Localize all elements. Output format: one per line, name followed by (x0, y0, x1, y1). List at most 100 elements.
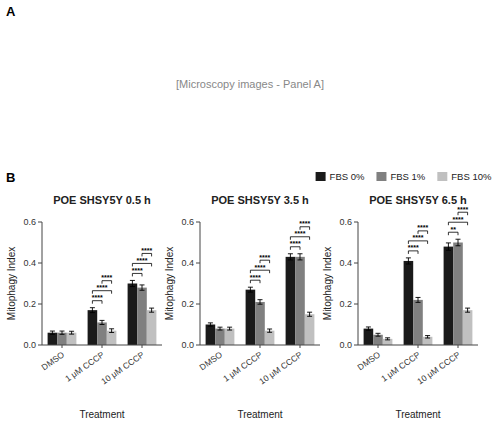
error-bar (366, 327, 371, 330)
y-tick-label: 0.2 (181, 299, 194, 309)
y-axis-label: Mitophagy Index (6, 247, 17, 320)
bar (147, 310, 157, 345)
significance-label: **** (92, 294, 103, 301)
y-tick (196, 263, 200, 264)
plot-area (48, 280, 157, 345)
legend-swatch (376, 172, 386, 181)
error-bar (258, 300, 263, 305)
bar (225, 329, 235, 345)
significance-label: **** (97, 284, 108, 291)
chart-title: POE SHSY5Y 0.5 h (53, 194, 151, 206)
y-tick-label: 0.0 (23, 340, 36, 350)
x-tick (300, 345, 301, 348)
error-bar (140, 285, 145, 290)
x-tick (418, 345, 419, 348)
y-tick (196, 304, 200, 305)
plot-area (206, 254, 315, 345)
significance-label: **** (457, 206, 468, 213)
y-tick (354, 263, 358, 264)
error-bar (446, 243, 451, 250)
x-tick (260, 345, 261, 348)
y-tick (38, 263, 42, 264)
error-bar (425, 336, 430, 338)
legend: FBS 0%FBS 1%FBS 10% (316, 171, 492, 182)
error-bar (90, 308, 95, 313)
significance-label: **** (299, 220, 310, 227)
y-axis-label: Mitophagy Index (322, 247, 333, 320)
bar (413, 300, 423, 345)
y-tick (38, 345, 42, 346)
y-tick-label: 0.4 (23, 258, 36, 268)
error-bar (149, 308, 154, 312)
error-bar (456, 239, 461, 246)
significance-label: **** (453, 216, 464, 223)
plot-area (364, 239, 473, 345)
y-tick (354, 345, 358, 346)
bar (453, 243, 463, 346)
panel: POE SHSY5Y 3.5 h0.00.20.40.6Mitophagy In… (164, 194, 320, 420)
legend-swatch (437, 172, 447, 181)
bar (404, 261, 414, 345)
x-tick-label: DMSO (356, 349, 383, 372)
x-axis-label: Treatment (79, 409, 124, 420)
panel: POE SHSY5Y 6.5 h0.00.20.40.6Mitophagy In… (322, 194, 478, 420)
bar (215, 329, 225, 345)
bar (88, 310, 98, 345)
panel-label: B (6, 170, 15, 185)
y-tick-label: 0.6 (23, 217, 36, 227)
error-bar (109, 329, 114, 333)
y-tick-label: 0.2 (23, 299, 36, 309)
error-bar (69, 331, 74, 334)
bar (444, 247, 454, 345)
significance-label: **** (295, 230, 306, 237)
figure: AB[Microscopy images - Panel A]POE SHSY5… (0, 0, 500, 430)
bar (137, 288, 147, 345)
significance-label: ** (450, 226, 456, 233)
x-axis-label: Treatment (237, 409, 282, 420)
x-tick-label: 10 μM CCCP (257, 349, 304, 386)
error-bar (385, 338, 390, 340)
bar (255, 302, 265, 345)
x-tick-label: DMSO (198, 349, 225, 372)
legend-entry: FBS 1% (390, 171, 425, 182)
legend-swatch (316, 172, 326, 181)
y-tick (354, 222, 358, 223)
y-tick (354, 304, 358, 305)
background (0, 0, 500, 430)
y-tick-label: 0.0 (339, 340, 352, 350)
error-bar (130, 280, 135, 286)
y-tick (38, 304, 42, 305)
panel: POE SHSY5Y 0.5 h 0.0 0.2 0.4 0.6 Mitophagy In… (6, 194, 162, 420)
y-axis (42, 222, 43, 345)
x-tick-label: 10 μM CCCP (99, 349, 146, 386)
error-bar (288, 254, 293, 260)
x-axis-label: Treatment (395, 409, 440, 420)
x-tick (102, 345, 103, 348)
x-tick (62, 345, 63, 348)
x-tick-label: 10 μM CCCP (415, 349, 462, 386)
error-bar (416, 297, 421, 302)
error-bar (465, 308, 470, 312)
legend-entry: FBS 0% (330, 171, 365, 182)
chart-title: POE SHSY5Y 3.5 h (211, 194, 309, 206)
error-bar (100, 320, 105, 324)
y-tick (38, 222, 42, 223)
significance-label: **** (255, 264, 266, 271)
significance-label: **** (417, 224, 428, 231)
error-bar (227, 327, 232, 330)
bar (463, 310, 473, 345)
error-bar (298, 254, 303, 260)
error-bar (60, 331, 65, 334)
error-bar (248, 287, 253, 292)
error-bar (208, 323, 213, 326)
y-tick-label: 0.4 (339, 258, 352, 268)
bar (128, 284, 138, 346)
bar (206, 325, 216, 346)
y-tick (196, 345, 200, 346)
y-tick-label: 0.4 (181, 258, 194, 268)
x-tick (458, 345, 459, 348)
significance-label: **** (259, 254, 270, 261)
significance-label: **** (250, 274, 261, 281)
error-bar (50, 331, 55, 334)
error-bar (307, 312, 312, 316)
